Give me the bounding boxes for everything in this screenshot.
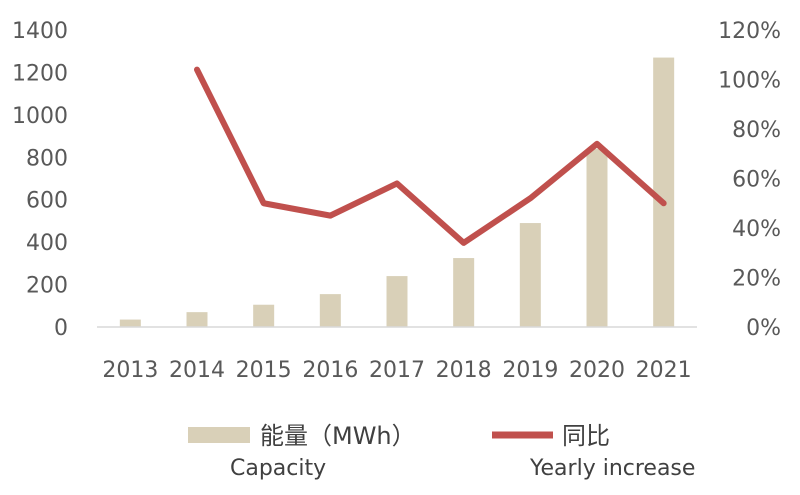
- x-tick-label-2021: 2021: [636, 358, 692, 383]
- y-left-tick-label: 1000: [12, 104, 68, 129]
- x-tick-label-2019: 2019: [502, 358, 558, 383]
- line-series: [194, 66, 667, 246]
- x-tick-label-2015: 2015: [236, 358, 292, 383]
- x-axis: 2013 2014 2015 2016 2017 2018 2019 2020 2021: [102, 358, 691, 383]
- bar-series: [119, 57, 675, 327]
- legend-label-capacity: 能量（MWh）: [260, 422, 416, 450]
- y-right-tick-label: 120%: [718, 19, 781, 44]
- bar-2013: [119, 319, 141, 327]
- y-left-tick-label: 800: [26, 146, 68, 171]
- bar-2014: [186, 312, 208, 327]
- x-tick-label-2017: 2017: [369, 358, 425, 383]
- x-tick-label-2020: 2020: [569, 358, 625, 383]
- bar-2020: [586, 148, 608, 327]
- x-tick-label-2016: 2016: [302, 358, 358, 383]
- y-left-tick-label: 1400: [12, 19, 68, 44]
- y-left-tick-label: 600: [26, 189, 68, 214]
- bar-2015: [253, 304, 275, 327]
- x-tick-label-2014: 2014: [169, 358, 225, 383]
- bar-2018: [453, 258, 475, 327]
- y-left-tick-label: 200: [26, 274, 68, 299]
- y-axis-left: 0 200 400 600 800 1000 1200 1400: [12, 19, 68, 341]
- bar-2021: [653, 57, 675, 327]
- legend-swatch-capacity: [188, 427, 250, 443]
- y-right-tick-label: 100%: [718, 69, 781, 94]
- y-axis-right: 0% 20% 40% 60% 80% 100% 120%: [718, 19, 781, 341]
- y-left-tick-label: 1200: [12, 61, 68, 86]
- bar-2017: [386, 276, 408, 327]
- x-tick-label-2013: 2013: [102, 358, 158, 383]
- bar-2019: [519, 223, 541, 327]
- legend-sublabel-yearly-increase: Yearly increase: [529, 456, 695, 481]
- y-right-tick-label: 0%: [746, 316, 781, 341]
- y-right-tick-label: 60%: [732, 168, 781, 193]
- y-right-tick-label: 80%: [732, 118, 781, 143]
- y-left-tick-label: 400: [26, 231, 68, 256]
- y-right-tick-label: 20%: [732, 267, 781, 292]
- bar-2016: [319, 294, 341, 327]
- legend-label-yearly-increase: 同比: [562, 422, 610, 450]
- legend-sublabel-capacity: Capacity: [230, 456, 326, 481]
- y-left-tick-label: 0: [54, 316, 68, 341]
- x-tick-label-2018: 2018: [436, 358, 492, 383]
- legend: 能量（MWh） Capacity 同比 Yearly increase: [188, 422, 695, 481]
- y-right-tick-label: 40%: [732, 217, 781, 242]
